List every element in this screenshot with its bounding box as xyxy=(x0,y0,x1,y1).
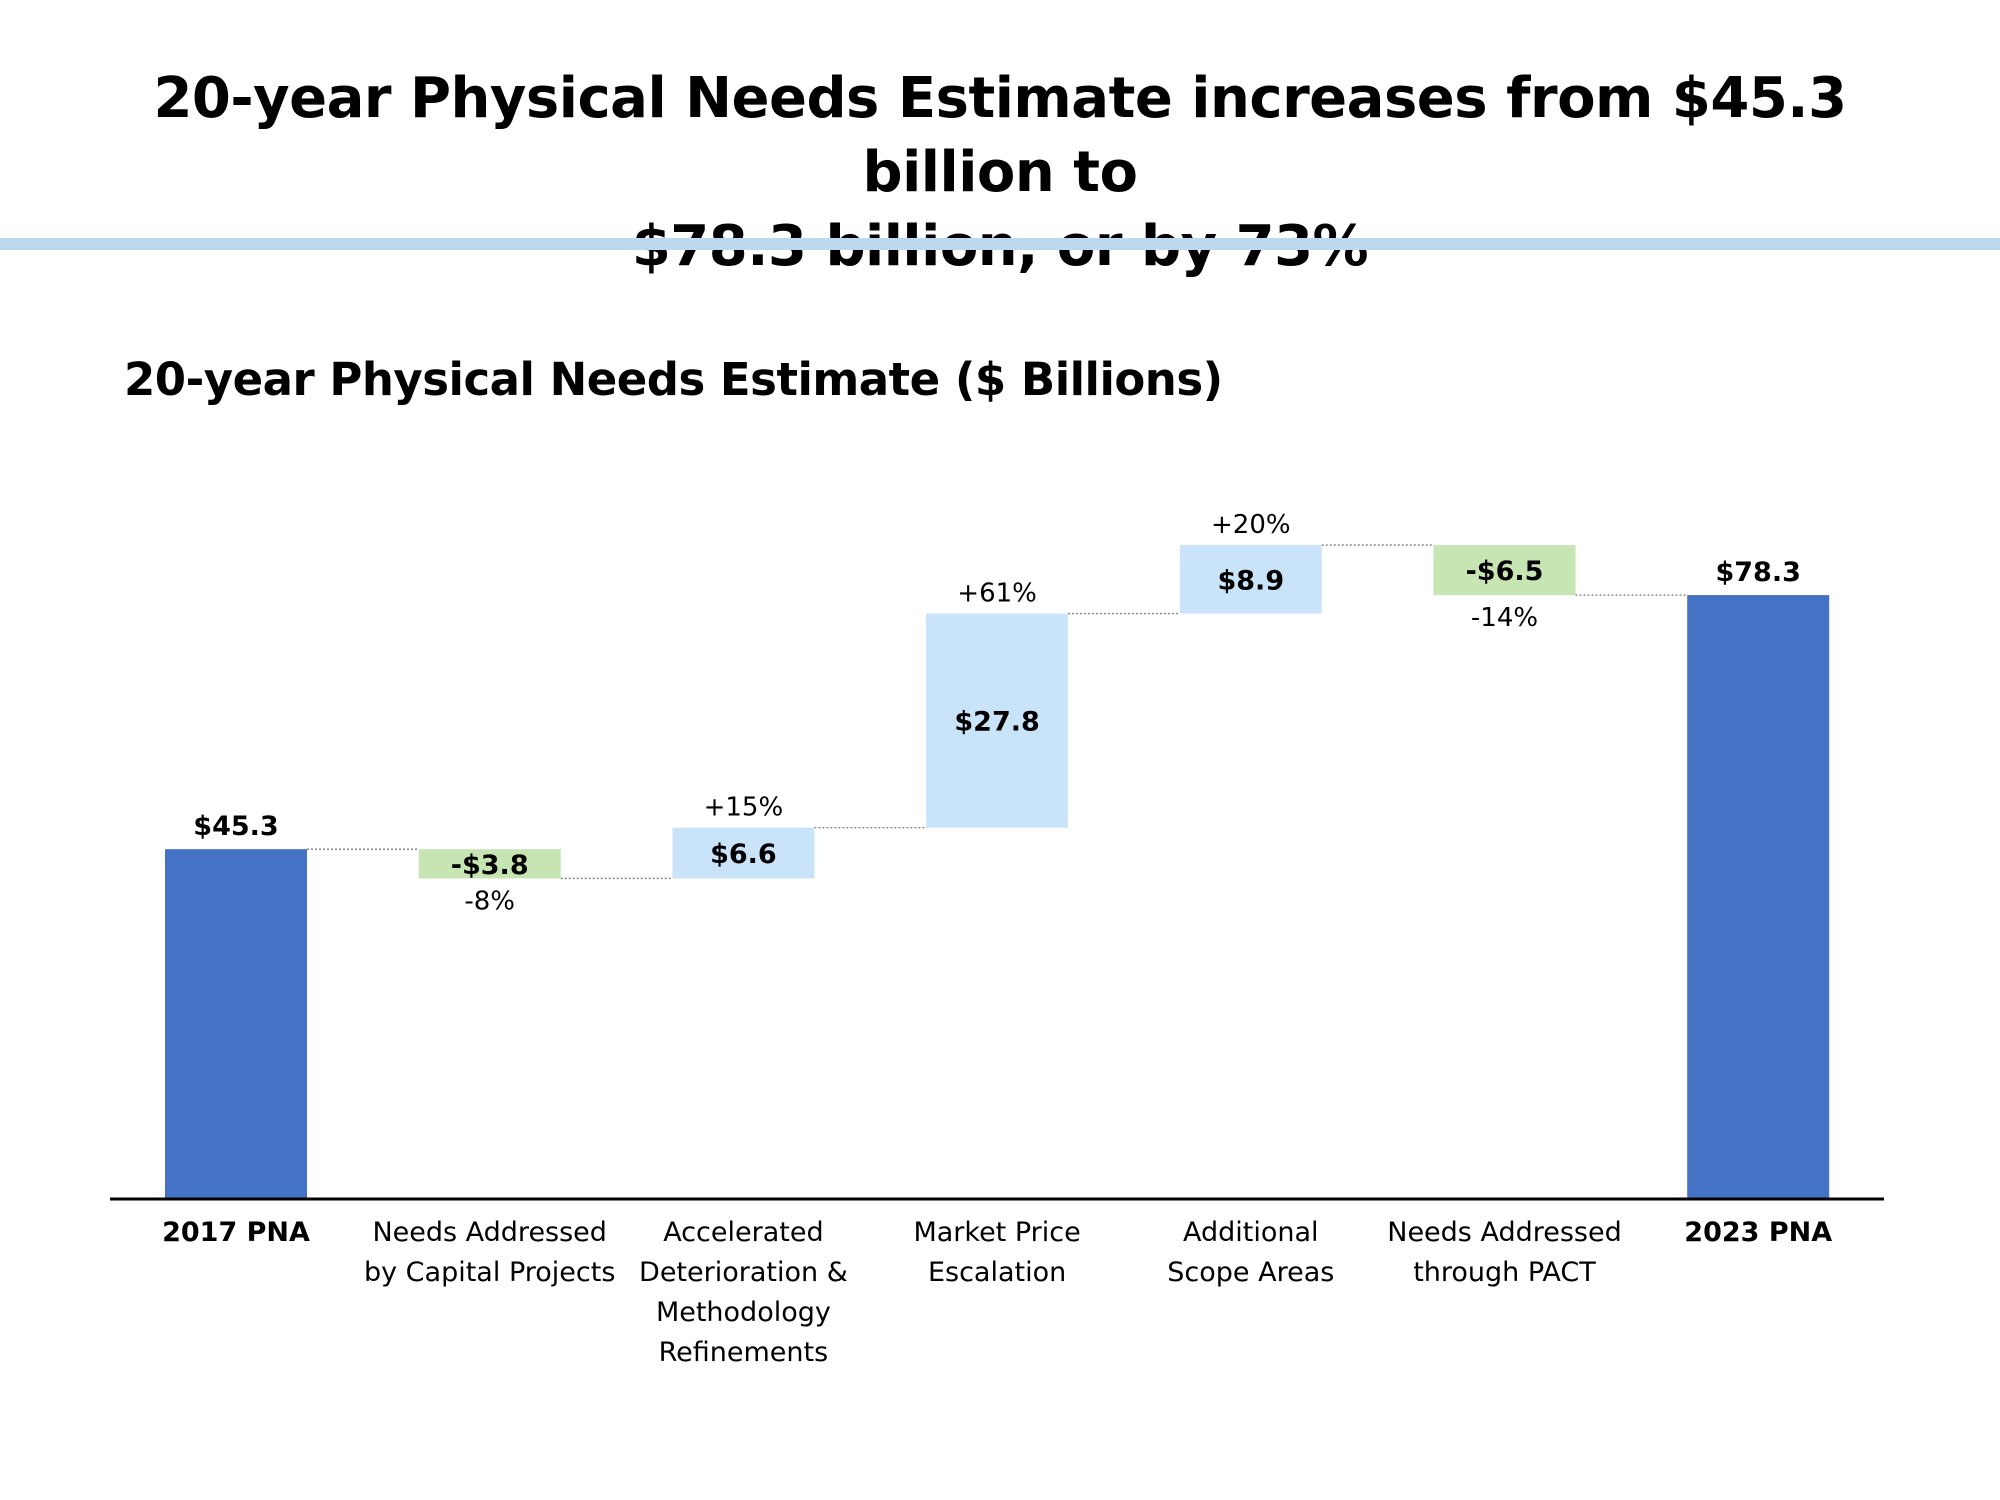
value-label: -$3.8 xyxy=(451,850,529,881)
slide-title-line-1: 20-year Physical Needs Estimate increase… xyxy=(153,66,1847,205)
percent-label: -8% xyxy=(464,886,515,916)
value-label: $78.3 xyxy=(1715,557,1800,588)
category-label: Additional xyxy=(1183,1217,1319,1248)
waterfall-bar-increase xyxy=(1179,545,1322,614)
percent-label: +20% xyxy=(1211,510,1291,540)
title-divider xyxy=(0,238,2000,250)
category-label: by Capital Projects xyxy=(364,1257,615,1288)
percent-label: +15% xyxy=(704,793,784,823)
category-label: Methodology xyxy=(656,1297,831,1328)
percent-label: -14% xyxy=(1471,603,1538,633)
value-label: $27.8 xyxy=(954,707,1039,738)
chart-title: 20-year Physical Needs Estimate ($ Billi… xyxy=(124,353,1223,406)
value-label: $6.6 xyxy=(710,839,777,870)
value-label: $8.9 xyxy=(1217,565,1284,596)
category-label: Market Price xyxy=(913,1217,1080,1248)
waterfall-bar-total xyxy=(165,849,307,1198)
category-label: Refinements xyxy=(659,1337,829,1368)
value-label: -$6.5 xyxy=(1466,556,1544,587)
category-label: Deterioration & xyxy=(639,1257,848,1288)
category-label: 2023 PNA xyxy=(1684,1217,1832,1248)
waterfall-bar-increase xyxy=(926,613,1069,828)
waterfall-bar-total xyxy=(1687,595,1830,1198)
waterfall-bar-increase xyxy=(672,827,815,879)
percent-label: +61% xyxy=(957,579,1037,609)
category-label: Escalation xyxy=(928,1257,1066,1288)
value-label: $45.3 xyxy=(193,811,278,842)
category-label: through PACT xyxy=(1413,1257,1596,1288)
waterfall-bar-decrease xyxy=(418,849,561,879)
category-label: Scope Areas xyxy=(1167,1257,1334,1288)
category-label: Needs Addressed xyxy=(372,1217,606,1248)
waterfall-bar-decrease xyxy=(1433,545,1576,596)
category-label: Needs Addressed xyxy=(1387,1217,1621,1248)
category-label: 2017 PNA xyxy=(162,1217,310,1248)
category-label: Accelerated xyxy=(663,1217,823,1248)
